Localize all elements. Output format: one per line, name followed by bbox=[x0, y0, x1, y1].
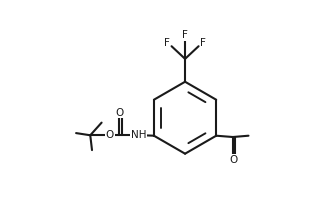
Text: F: F bbox=[200, 37, 206, 48]
Text: NH: NH bbox=[131, 130, 147, 140]
Text: F: F bbox=[182, 30, 188, 40]
Text: O: O bbox=[229, 155, 237, 165]
Text: F: F bbox=[164, 37, 170, 48]
Text: O: O bbox=[116, 108, 124, 118]
Text: O: O bbox=[106, 130, 114, 140]
